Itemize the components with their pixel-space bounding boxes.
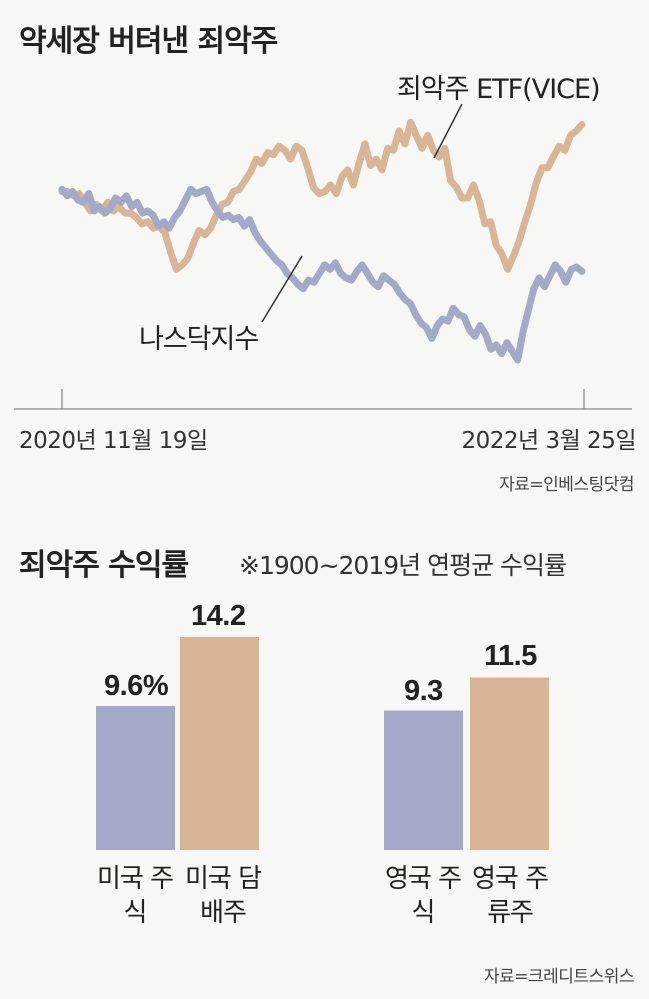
vice-leader-line <box>433 103 463 159</box>
nasdaq-series-line <box>58 185 586 364</box>
line-chart-title: 약세장 버텨낸 죄악주 <box>19 24 278 59</box>
bar-value-label: 9.3 <box>404 675 443 707</box>
x-axis-start-label: 2020년 11월 19일 <box>19 428 208 454</box>
bar-category-label: 영국 주식 <box>384 864 462 928</box>
bar-chart-title: 죄악주 수익률 <box>19 548 189 583</box>
bar <box>470 677 549 850</box>
bar-category-label: 영국 주류주 <box>471 864 549 928</box>
line-chart-source: 자료=인베스팅닷컴 <box>499 475 634 495</box>
bar <box>96 706 175 850</box>
bar-category-label: 미국 주식 <box>96 864 174 928</box>
line-chart <box>14 103 632 410</box>
series-label-nasdaq: 나스닥지수 <box>139 324 259 355</box>
bar-value-label: 14.2 <box>191 600 246 632</box>
bar <box>384 710 463 850</box>
bar-chart-note: ※1900~2019년 연평균 수익률 <box>239 551 567 580</box>
bar-category-label: 미국 담배주 <box>184 864 262 928</box>
bar-value-label: 9.6% <box>104 670 169 702</box>
bar <box>180 637 259 850</box>
vice-series-line <box>58 118 586 273</box>
series-label-vice: 죄악주 ETF(VICE) <box>397 74 601 105</box>
bar-chart-source: 자료=크레디트스위스 <box>483 967 635 987</box>
nasdaq-leader-line <box>261 255 303 323</box>
bar-value-label: 11.5 <box>484 640 537 672</box>
x-axis-end-label: 2022년 3월 25일 <box>461 428 636 454</box>
